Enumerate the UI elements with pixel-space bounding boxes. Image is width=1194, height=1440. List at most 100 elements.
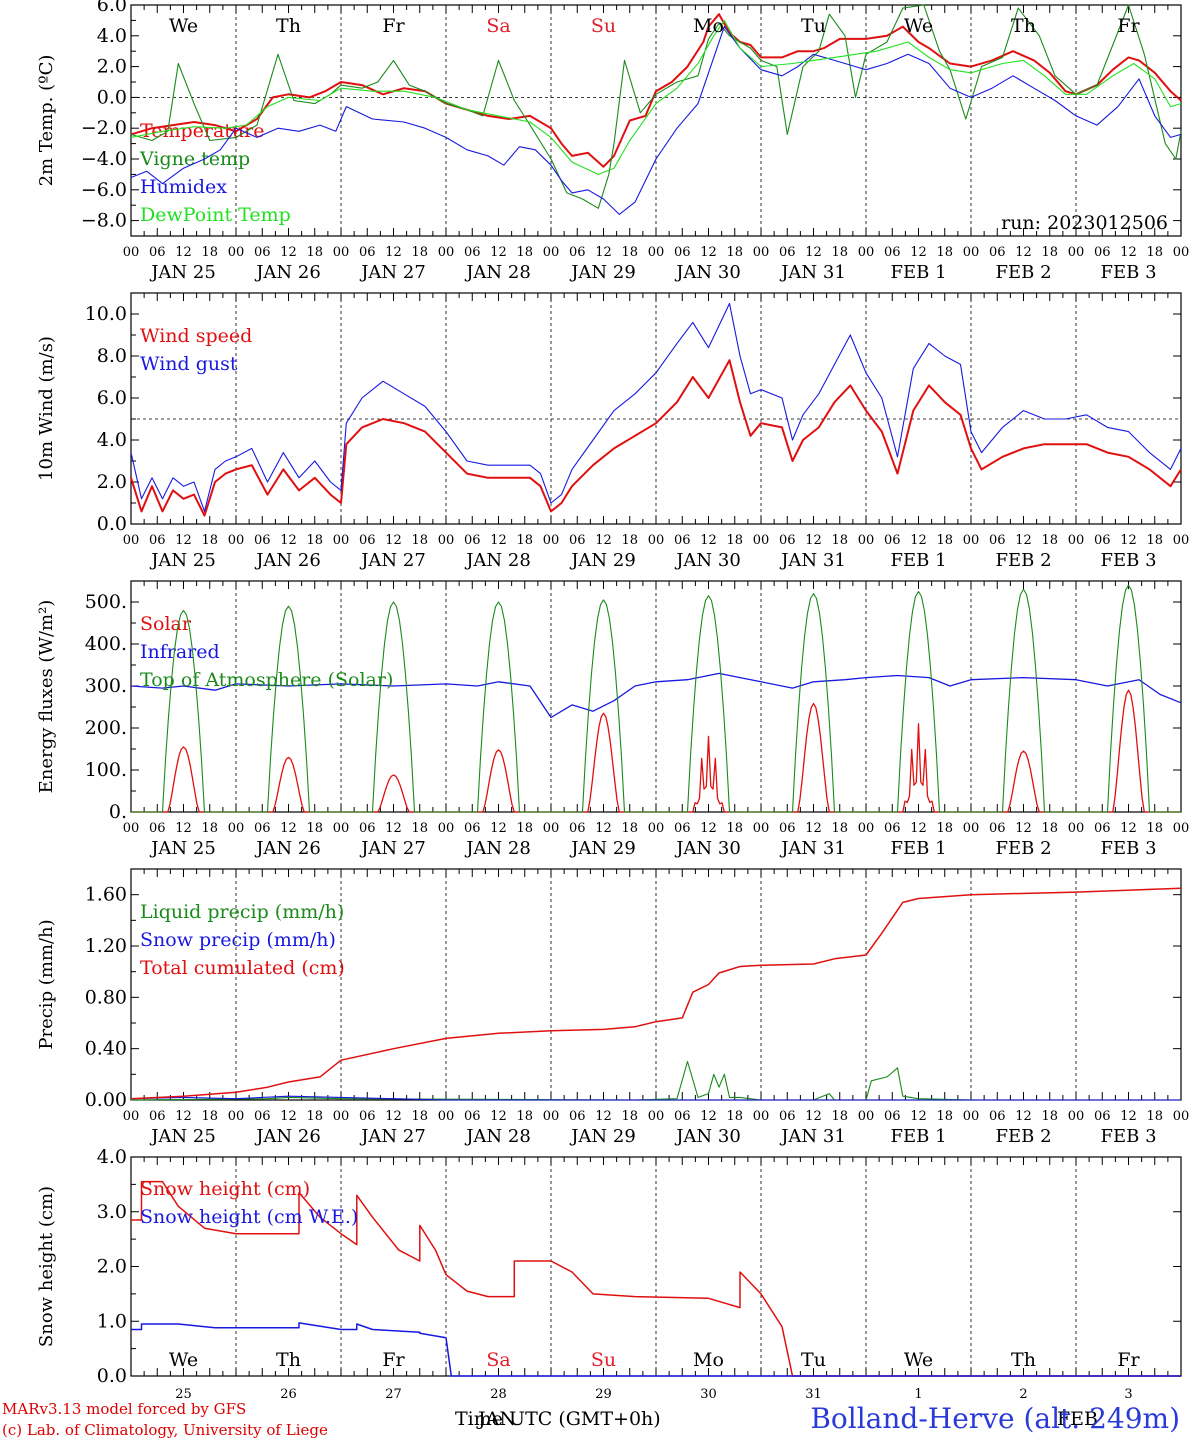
hour-tick-label: 06	[569, 533, 586, 548]
day-number-label: 1	[914, 1387, 922, 1402]
y-tick-label: 1.0	[97, 1310, 127, 1332]
hour-tick-label: 18	[831, 821, 848, 836]
date-label: FEB 2	[995, 262, 1051, 283]
hour-tick-label: 12	[595, 821, 612, 836]
hour-tick-label: 12	[910, 821, 927, 836]
legend-entry: Solar	[140, 613, 192, 635]
series-line-wind-speed	[130, 359, 1182, 517]
y-tick-label: 2.0	[97, 471, 127, 493]
series-line-snow-height-cm	[131, 1180, 1181, 1377]
date-label: JAN 26	[254, 838, 321, 859]
hour-tick-label: 12	[700, 245, 717, 260]
y-tick-label: 8.0	[97, 345, 127, 367]
y-tick-label: 0.40	[85, 1038, 127, 1060]
day-number-label: 27	[385, 1387, 402, 1402]
y-axis-label: Precip (mm/h)	[36, 919, 57, 1049]
hour-tick-label: 12	[700, 821, 717, 836]
hour-tick-label: 00	[123, 245, 140, 260]
hour-tick-label: 18	[1146, 1109, 1163, 1124]
hour-tick-label: 06	[989, 245, 1006, 260]
hour-tick-label: 06	[779, 1109, 796, 1124]
hour-tick-label: 00	[1068, 821, 1085, 836]
date-label: JAN 28	[464, 262, 531, 283]
hour-tick-label: 00	[648, 533, 665, 548]
hour-tick-label: 00	[963, 533, 980, 548]
date-label: JAN 25	[149, 262, 216, 283]
xaxis-month-feb: FEB	[1057, 1408, 1098, 1430]
hour-tick-label: 06	[464, 533, 481, 548]
hour-tick-label: 00	[1173, 533, 1190, 548]
date-label: JAN 30	[674, 838, 741, 859]
hour-tick-label: 00	[1068, 1109, 1085, 1124]
date-label: JAN 31	[779, 262, 846, 283]
hour-tick-label: 18	[1146, 821, 1163, 836]
hour-tick-label: 18	[516, 821, 533, 836]
series-line-wind-gust	[130, 302, 1182, 512]
hour-tick-label: 18	[1146, 245, 1163, 260]
date-label: JAN 27	[359, 1126, 426, 1147]
weekday-label: Fr	[1117, 15, 1140, 37]
date-label: FEB 3	[1100, 838, 1156, 859]
panel-snow: 4.0 3.0 2.0 1.0 0.0 Snow height (cm) 25 26 27 28 2…	[36, 1146, 1182, 1402]
legend-entry: DewPoint Temp	[140, 204, 291, 226]
date-label: FEB 1	[890, 1126, 946, 1147]
date-label: JAN 31	[779, 1126, 846, 1147]
day-number-label: 28	[490, 1387, 507, 1402]
hour-tick-label: 12	[1015, 821, 1032, 836]
series-line-total-cumulated-cm	[130, 887, 1182, 1100]
hour-tick-label: 06	[149, 533, 166, 548]
hour-tick-label: 12	[175, 821, 192, 836]
hour-tick-label: 12	[1120, 245, 1137, 260]
y-axis-label: 10m Wind (m/s)	[36, 336, 57, 481]
hour-tick-label: 18	[936, 245, 953, 260]
legend-entry: Vigne temp	[139, 148, 250, 170]
hour-tick-label: 18	[1041, 245, 1058, 260]
hour-tick-label: 06	[149, 245, 166, 260]
hour-tick-label: 00	[648, 821, 665, 836]
hour-tick-label: 06	[464, 1109, 481, 1124]
hour-tick-label: 12	[805, 245, 822, 260]
hour-tick-label: 00	[1173, 1109, 1190, 1124]
hour-tick-label: 18	[936, 821, 953, 836]
legend-entry: Snow height (cm)	[140, 1178, 310, 1200]
hour-tick-label: 06	[884, 1109, 901, 1124]
hour-tick-label: 00	[123, 1109, 140, 1124]
date-label: JAN 30	[674, 550, 741, 571]
run-label: run: 2023012506	[1001, 212, 1168, 234]
weekday-label: Mo	[693, 1349, 724, 1371]
hour-tick-label: 00	[963, 821, 980, 836]
footer-lab-credit: (c) Lab. of Climatology, University of L…	[2, 1421, 328, 1439]
hour-tick-label: 06	[779, 533, 796, 548]
hour-tick-label: 12	[280, 533, 297, 548]
hour-tick-label: 12	[280, 1109, 297, 1124]
hour-tick-label: 18	[306, 533, 323, 548]
day-number-label: 30	[700, 1387, 717, 1402]
weekday-label: Th	[1011, 1349, 1036, 1371]
hour-tick-label: 00	[333, 1109, 350, 1124]
y-tick-label: 1.20	[85, 935, 127, 957]
y-tick-label: −4.0	[81, 148, 127, 170]
y-tick-label: 300.	[85, 675, 127, 697]
weekday-label: Mo	[693, 15, 724, 37]
day-number-label: 2	[1019, 1387, 1027, 1402]
date-label: FEB 3	[1100, 1126, 1156, 1147]
hour-tick-label: 06	[989, 1109, 1006, 1124]
hour-tick-label: 06	[884, 245, 901, 260]
hour-tick-label: 12	[175, 533, 192, 548]
legend-entry: Temperature	[140, 120, 264, 142]
hour-tick-label: 00	[123, 533, 140, 548]
date-label: FEB 1	[890, 262, 946, 283]
date-label: JAN 29	[569, 838, 636, 859]
hour-tick-label: 06	[674, 533, 691, 548]
weekday-label: Fr	[1117, 1349, 1140, 1371]
hour-tick-label: 12	[385, 533, 402, 548]
hour-tick-label: 12	[490, 245, 507, 260]
hour-tick-label: 06	[254, 533, 271, 548]
hour-tick-label: 18	[726, 245, 743, 260]
hour-tick-label: 18	[306, 821, 323, 836]
hour-tick-label: 12	[1015, 533, 1032, 548]
date-label: FEB 2	[995, 838, 1051, 859]
y-tick-label: −8.0	[81, 210, 127, 232]
xaxis-month-jan: JAN	[476, 1408, 516, 1430]
weekday-label: We	[169, 15, 198, 37]
